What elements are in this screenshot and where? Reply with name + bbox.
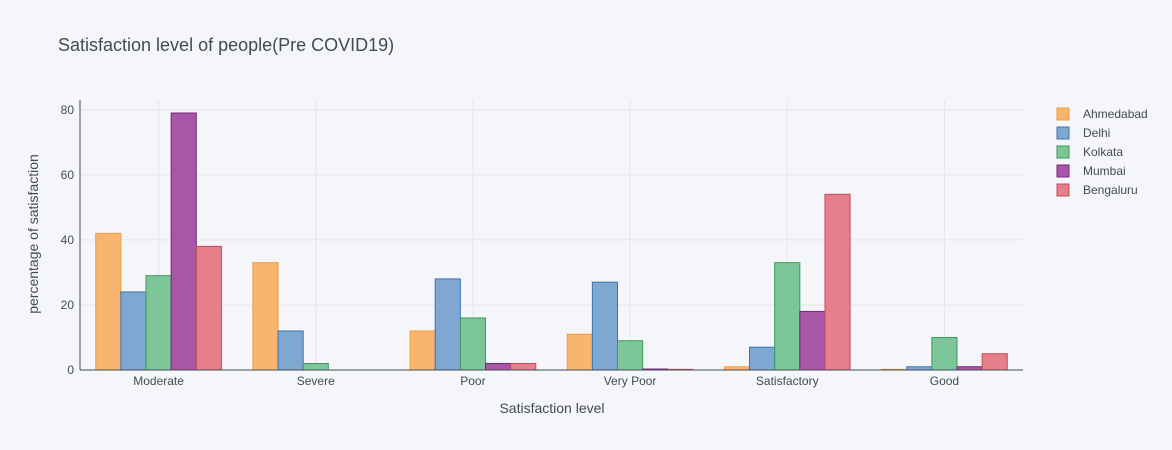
bar-ahmedabad-moderate[interactable]: [95, 232, 122, 371]
x-tick-label: Poor: [460, 374, 485, 388]
bar-mumbai-poor[interactable]: [484, 362, 512, 371]
legend-label: Mumbai: [1083, 164, 1126, 178]
bar-delhi-very-poor[interactable]: [591, 281, 619, 371]
bar-bengaluru-poor[interactable]: [510, 362, 537, 371]
bar-mumbai-satisfactory[interactable]: [799, 310, 826, 371]
legend-item-mumbai[interactable]: Mumbai: [1056, 164, 1126, 178]
legend-item-ahmedabad[interactable]: Ahmedabad: [1056, 107, 1148, 121]
y-tick-label: 80: [61, 103, 75, 117]
legend-label: Delhi: [1083, 126, 1110, 140]
x-tick-label: Satisfactory: [756, 374, 819, 388]
bar-kolkata-satisfactory[interactable]: [774, 262, 801, 371]
legend-label: Bengaluru: [1083, 183, 1138, 197]
x-tick-label: Moderate: [133, 374, 184, 388]
bar-kolkata-severe[interactable]: [302, 362, 329, 371]
x-tick-label: Very Poor: [604, 374, 657, 388]
x-axis-title: Satisfaction level: [499, 400, 604, 416]
legend-swatch: [1056, 126, 1070, 140]
y-tick-label: 40: [61, 233, 75, 247]
bar-bengaluru-moderate[interactable]: [195, 245, 222, 371]
legend-item-bengaluru[interactable]: Bengaluru: [1056, 183, 1138, 197]
legend-swatch: [1056, 164, 1070, 178]
bar-ahmedabad-poor[interactable]: [409, 330, 436, 371]
bars-group: [95, 112, 1008, 371]
legend[interactable]: Ahmedabad Delhi Kolkata Mumbai Bengaluru: [1056, 107, 1148, 197]
bar-delhi-severe[interactable]: [277, 330, 304, 371]
bar-delhi-satisfactory[interactable]: [749, 346, 776, 371]
legend-swatch: [1056, 107, 1070, 121]
bar-mumbai-moderate[interactable]: [170, 112, 197, 371]
bar-ahmedabad-very-poor[interactable]: [566, 333, 593, 371]
y-tick-label: 60: [61, 168, 75, 182]
bar-kolkata-poor[interactable]: [459, 317, 486, 371]
y-axis-title: percentage of satisfaction: [25, 154, 41, 314]
y-tick-label: 0: [67, 363, 74, 377]
bar-ahmedabad-severe[interactable]: [252, 262, 279, 371]
y-tick-labels: 0 20 40 60 80: [61, 103, 75, 377]
bar-delhi-moderate[interactable]: [120, 291, 147, 371]
legend-item-delhi[interactable]: Delhi: [1056, 126, 1110, 140]
legend-label: Ahmedabad: [1083, 107, 1148, 121]
legend-swatch: [1056, 145, 1070, 159]
y-tick-label: 20: [61, 298, 75, 312]
grid-lines: [80, 100, 1023, 370]
legend-label: Kolkata: [1083, 145, 1123, 159]
legend-swatch: [1056, 183, 1070, 197]
x-tick-labels: Moderate Severe Poor Very Poor Satisfactory G…: [133, 374, 959, 388]
bar-bengaluru-good[interactable]: [981, 353, 1008, 371]
legend-item-kolkata[interactable]: Kolkata: [1056, 145, 1123, 159]
axes: [79, 100, 1023, 371]
chart-title: Satisfaction level of people(Pre COVID19…: [58, 35, 394, 55]
x-tick-label: Severe: [297, 374, 335, 388]
bar-kolkata-moderate[interactable]: [145, 275, 172, 371]
bar-delhi-poor[interactable]: [434, 278, 461, 371]
bar-kolkata-good[interactable]: [931, 336, 958, 371]
bar-bengaluru-satisfactory[interactable]: [824, 193, 851, 371]
x-tick-label: Good: [930, 374, 959, 388]
bar-kolkata-very-poor[interactable]: [617, 340, 644, 371]
